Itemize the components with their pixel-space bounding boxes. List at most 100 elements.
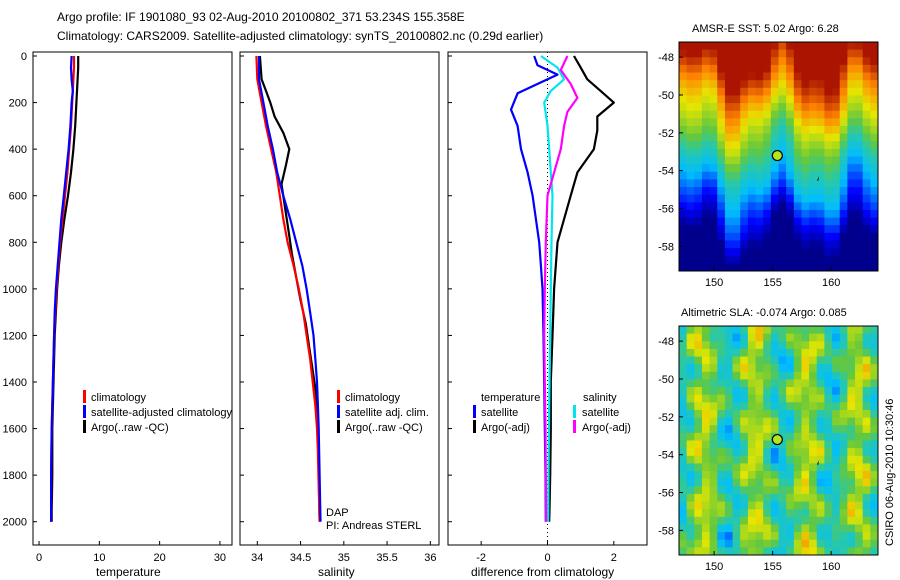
map-cell: [839, 356, 848, 365]
map-cell: [816, 409, 826, 419]
map-cell: [763, 72, 772, 81]
map-cell: [870, 87, 878, 97]
map-cell: [770, 225, 780, 234]
map-cell: [709, 225, 718, 234]
map-cell: [694, 240, 703, 249]
map-cell: [686, 402, 695, 411]
map-cell: [832, 72, 841, 81]
map-cell: [686, 255, 695, 264]
map-y-tick-label: -52: [658, 412, 674, 424]
map-cell: [793, 409, 803, 419]
map-cell: [870, 509, 878, 518]
map-cell: [717, 263, 726, 271]
map-cell: [778, 440, 787, 449]
map-cell: [862, 95, 871, 104]
map-cell: [724, 209, 734, 219]
map-cell: [724, 432, 734, 442]
map-cell: [778, 486, 787, 495]
map-cell: [763, 524, 772, 533]
map-cell: [847, 110, 856, 119]
map-cell: [709, 80, 718, 89]
map-cell: [832, 156, 841, 165]
map-cell: [862, 42, 871, 51]
map-cell: [832, 516, 841, 526]
map-cell: [870, 248, 878, 257]
map-cell: [778, 348, 787, 358]
map-cell: [778, 263, 787, 271]
map-cell: [824, 42, 833, 51]
map-cell: [701, 524, 711, 533]
map-cell: [763, 110, 772, 119]
map-cell: [847, 409, 856, 419]
map-cell: [770, 394, 780, 403]
map-cell: [839, 425, 848, 434]
map-cell: [801, 326, 810, 335]
map-cell: [778, 463, 787, 472]
map-cell: [793, 463, 803, 472]
map-cell: [847, 42, 856, 51]
map-cell: [847, 379, 856, 388]
map-cell: [778, 87, 787, 97]
map-cell: [870, 524, 878, 533]
map-cell: [740, 425, 749, 434]
map-cell: [816, 341, 826, 350]
map-cell: [801, 532, 810, 541]
map-cell: [793, 248, 803, 257]
map-cell: [679, 141, 688, 150]
map-cell: [679, 202, 688, 211]
map-cell: [832, 80, 841, 89]
map-cell: [778, 326, 787, 335]
map-cell: [839, 341, 848, 350]
map-cell: [709, 179, 718, 188]
map-cell: [801, 547, 810, 555]
map-cell: [816, 326, 826, 335]
map-cell: [862, 240, 871, 249]
map-cell: [709, 156, 718, 165]
map-cell: [747, 379, 757, 388]
map-cell: [862, 432, 871, 442]
map-cell: [809, 356, 818, 365]
map-cell: [862, 179, 871, 188]
map-cell: [809, 72, 818, 81]
map-cell: [816, 225, 826, 234]
series-line-satellite-adjusted-climatology: [49, 55, 74, 522]
map-cell: [778, 539, 787, 548]
map-cell: [694, 417, 703, 426]
map-cell: [809, 440, 818, 449]
map-cell: [809, 547, 818, 555]
map-cell: [686, 387, 695, 396]
map-cell: [701, 232, 711, 242]
map-cell: [679, 532, 688, 541]
map-cell: [847, 263, 856, 271]
map-cell: [824, 217, 833, 226]
map-cell: [847, 516, 856, 526]
map-cell: [793, 417, 803, 426]
map-cell: [778, 402, 787, 411]
map-cell: [809, 455, 818, 464]
map-cell: [855, 202, 864, 211]
map-cell: [747, 103, 757, 112]
map-cell: [755, 72, 764, 81]
map-cell: [855, 103, 864, 112]
map-cell: [786, 425, 795, 434]
map-cell: [755, 486, 764, 495]
map-cell: [694, 486, 703, 495]
map-cell: [701, 156, 711, 165]
map-cell: [701, 440, 711, 449]
map-cell: [679, 156, 688, 165]
map-cell: [778, 110, 787, 119]
map-cell: [701, 371, 711, 381]
map-cell: [686, 49, 695, 58]
map-cell: [832, 371, 841, 381]
csiro-timestamp-label: CSIRO 06-Aug-2010 10:30:46: [884, 399, 896, 546]
map-cell: [709, 326, 718, 335]
map-cell: [809, 425, 818, 434]
map-cell: [686, 72, 695, 81]
map-cell: [717, 409, 726, 419]
map-cell: [786, 232, 795, 242]
map-cell: [786, 387, 795, 396]
map-cell: [701, 402, 711, 411]
map-cell: [793, 425, 803, 434]
map-cell: [855, 64, 864, 74]
